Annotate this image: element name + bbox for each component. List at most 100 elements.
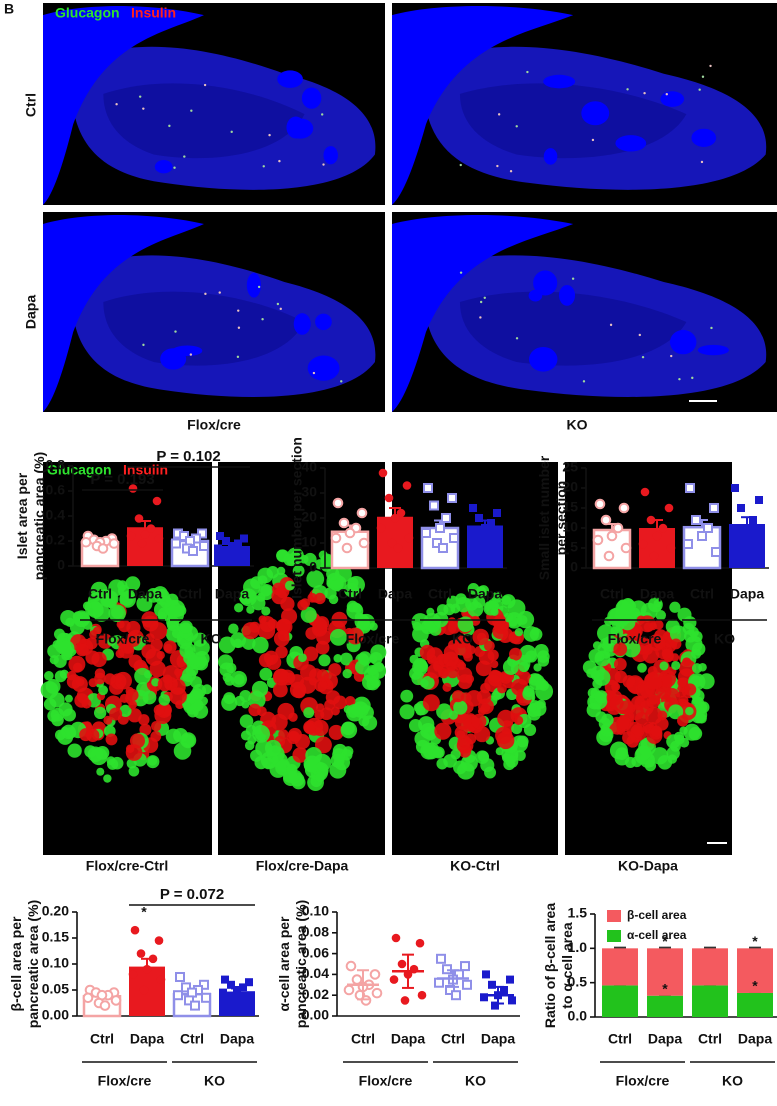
cell (523, 723, 537, 737)
x-tick-label: Dapa (220, 1031, 254, 1047)
annotation: * (662, 980, 668, 996)
cell (484, 766, 497, 779)
cell (622, 639, 641, 658)
cell (622, 731, 636, 745)
data-point (423, 483, 433, 493)
cell (443, 651, 459, 667)
cell (634, 711, 649, 726)
cell (640, 602, 658, 620)
islet-dot (571, 277, 575, 280)
cell (303, 755, 321, 773)
y-tick-label: 10 (301, 534, 317, 550)
cell (698, 673, 715, 690)
data-point (221, 975, 229, 984)
cell (344, 582, 359, 598)
y-tick-label: 30 (301, 484, 317, 500)
legend-swatch (607, 910, 621, 922)
data-point (384, 493, 394, 503)
cell (299, 676, 317, 694)
cell (159, 595, 172, 609)
cell (679, 659, 697, 677)
x-tick-label: Ctrl (88, 586, 112, 602)
cell (465, 690, 483, 707)
data-point (136, 949, 146, 958)
islet-dot (262, 165, 265, 168)
data-point (649, 551, 659, 561)
row-label: Ctrl (23, 93, 39, 117)
cell (103, 774, 112, 783)
cell (234, 603, 244, 613)
legend-label: α-cell area (627, 928, 687, 942)
cell (324, 699, 336, 711)
cell (44, 671, 54, 681)
stomach (392, 6, 574, 206)
y-tick-label: 0.04 (302, 965, 329, 981)
cell (535, 678, 548, 690)
annotation: P = 0.072 (160, 886, 224, 903)
data-point (658, 523, 668, 533)
cell (419, 644, 436, 661)
bar-segment (692, 948, 728, 986)
data-point (488, 980, 496, 989)
islet-dot (709, 64, 712, 68)
cell (592, 641, 602, 650)
x-tick-label: Ctrl (178, 586, 202, 602)
cell (92, 626, 102, 636)
cell (472, 628, 489, 646)
cell (369, 651, 383, 665)
islet-dot (257, 285, 261, 289)
cell (478, 698, 494, 715)
cell (292, 747, 309, 763)
cell (661, 648, 673, 659)
y-axis-label: pancreatic area (%) (293, 900, 309, 1028)
cell (495, 747, 504, 756)
cell (58, 702, 73, 717)
data-point (128, 970, 138, 979)
cell (106, 756, 116, 766)
cell (357, 651, 372, 666)
cell (185, 664, 199, 677)
data-point (99, 1000, 111, 1011)
x-tick-label: Dapa (468, 586, 502, 602)
duct (307, 355, 340, 381)
data-point (481, 524, 489, 532)
cell (299, 554, 309, 564)
cell (186, 695, 196, 704)
cell (96, 767, 105, 776)
cell (690, 648, 702, 659)
bar-segment (737, 992, 773, 1017)
duct (581, 101, 610, 126)
cell (671, 660, 681, 671)
section-image (392, 212, 777, 412)
y-tick-label: 0.6 (46, 482, 66, 498)
cell (668, 704, 684, 720)
cell (593, 669, 611, 686)
duct (293, 313, 311, 335)
cell (241, 700, 250, 709)
data-point (344, 527, 356, 539)
data-point (429, 500, 439, 511)
cell (655, 610, 667, 621)
cell (644, 759, 657, 772)
group-label: Flox/cre (98, 1073, 152, 1089)
cell (303, 707, 315, 719)
data-point (436, 953, 446, 964)
cell (117, 584, 130, 597)
cell (125, 744, 143, 761)
cell (303, 646, 319, 662)
data-point (709, 503, 719, 513)
cell (692, 696, 701, 705)
cell (260, 584, 272, 597)
y-tick-label: 5 (570, 539, 578, 555)
cell (98, 685, 108, 696)
cell (246, 605, 255, 614)
duct (246, 272, 262, 298)
islet-dot (190, 109, 193, 112)
duct (669, 329, 697, 355)
cell (162, 674, 173, 684)
data-point (467, 529, 475, 537)
cell (484, 640, 495, 652)
cell (169, 687, 187, 705)
data-point (743, 524, 751, 532)
duct (543, 148, 558, 165)
